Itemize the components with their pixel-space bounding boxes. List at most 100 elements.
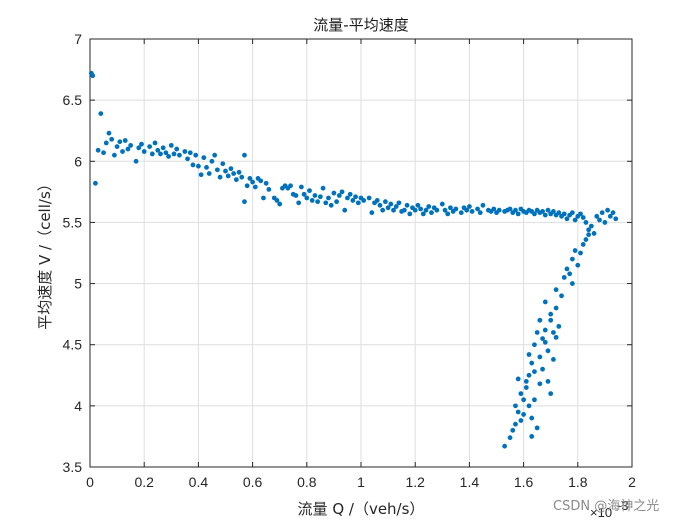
data-point	[350, 198, 356, 203]
data-point	[391, 207, 396, 213]
data-point	[540, 336, 545, 341]
data-point	[418, 206, 424, 212]
data-point	[274, 198, 280, 203]
data-point	[122, 138, 128, 143]
data-point	[149, 151, 155, 157]
x-tick-label: 2	[628, 474, 636, 490]
data-point	[602, 220, 608, 225]
data-point	[507, 435, 513, 441]
data-point	[328, 202, 334, 208]
data-point	[263, 180, 269, 186]
data-point	[553, 287, 559, 293]
data-point	[385, 205, 391, 211]
data-point	[347, 191, 353, 197]
x-tick-label: 1.6	[514, 474, 534, 490]
x-exponent-label: ×10	[590, 505, 612, 520]
data-point	[469, 209, 475, 214]
data-point	[382, 199, 388, 205]
data-point	[518, 418, 524, 423]
data-point	[556, 323, 562, 329]
data-point	[120, 149, 125, 154]
data-point	[231, 171, 237, 176]
data-point	[133, 158, 139, 164]
data-point	[445, 211, 451, 217]
y-tick-label: 5.5	[63, 214, 83, 230]
data-point	[109, 136, 115, 142]
data-point	[247, 176, 253, 181]
data-point	[534, 330, 540, 335]
data-point	[580, 242, 586, 247]
data-point	[607, 213, 613, 219]
data-point	[513, 207, 518, 213]
data-point	[168, 142, 174, 148]
data-point	[412, 207, 418, 213]
data-point	[228, 166, 234, 172]
data-point	[323, 200, 329, 206]
data-point	[242, 199, 247, 205]
data-point	[296, 200, 302, 206]
data-point	[369, 210, 375, 216]
x-tick-label: 0.4	[189, 474, 209, 490]
data-point	[551, 330, 556, 335]
y-tick-labels: 3.5 4 4.5 5 5.5 6 6.5 7	[63, 31, 83, 475]
data-point	[101, 150, 106, 156]
data-point	[540, 209, 545, 214]
data-point	[334, 199, 340, 205]
data-point	[564, 266, 570, 272]
data-point	[578, 250, 583, 256]
data-point	[569, 256, 575, 262]
data-point	[564, 216, 570, 222]
data-point	[217, 174, 223, 180]
data-point	[496, 207, 502, 213]
data-point	[139, 141, 144, 147]
data-point	[553, 305, 559, 311]
data-point	[312, 193, 318, 198]
data-point	[223, 168, 228, 174]
data-point	[548, 317, 554, 323]
data-point	[537, 317, 543, 323]
data-point	[152, 140, 158, 146]
data-point	[317, 194, 323, 200]
data-point	[529, 360, 535, 366]
data-point	[182, 149, 188, 154]
data-point	[542, 339, 548, 345]
data-point	[610, 210, 616, 216]
x-tick-label: 1	[357, 474, 365, 490]
data-point	[277, 201, 283, 207]
data-point	[171, 151, 177, 157]
data-point	[542, 212, 548, 218]
data-point	[548, 391, 554, 397]
data-point	[513, 403, 518, 409]
data-point	[166, 153, 171, 159]
data-point	[597, 217, 602, 223]
data-point	[526, 352, 532, 357]
y-tick-label: 5	[74, 276, 82, 292]
data-point	[534, 425, 540, 431]
data-point	[266, 187, 272, 192]
watermark-text: CSDN @海神之光	[553, 499, 659, 514]
data-point	[288, 183, 293, 189]
data-point	[561, 211, 567, 217]
data-point	[442, 207, 448, 213]
data-point	[513, 421, 518, 427]
data-point	[177, 152, 182, 158]
x-axis-label: 流量 Q /（veh/s）	[298, 500, 425, 518]
data-point	[125, 146, 131, 152]
data-point	[588, 223, 594, 229]
data-point	[147, 144, 153, 150]
data-point	[491, 206, 497, 212]
data-point	[401, 207, 407, 213]
x-tick-label: 1.8	[568, 474, 588, 490]
data-point	[532, 342, 537, 348]
data-point	[214, 167, 220, 173]
data-point	[114, 144, 120, 150]
data-point	[336, 193, 342, 198]
data-point	[439, 201, 445, 207]
data-point	[583, 237, 589, 242]
data-point	[380, 207, 386, 213]
data-point	[572, 248, 578, 253]
data-point	[212, 152, 218, 158]
data-point	[339, 189, 345, 195]
data-point	[355, 200, 361, 206]
data-point	[475, 206, 480, 212]
